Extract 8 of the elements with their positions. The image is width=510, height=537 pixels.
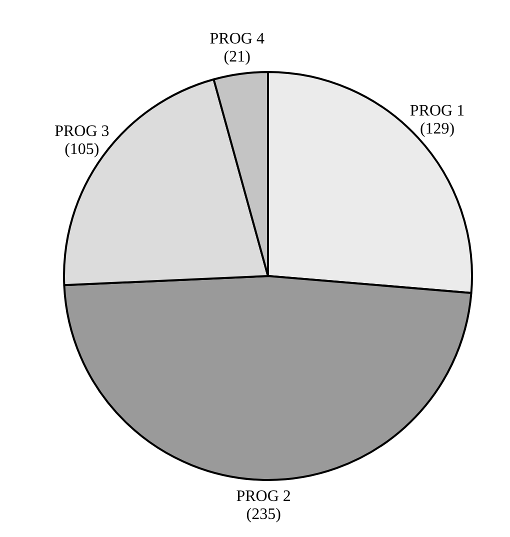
data-label: (129) (420, 120, 455, 138)
slice-label: PROG 2 (236, 488, 291, 506)
data-label: (235) (246, 506, 281, 524)
slice-label: PROG 3 (54, 123, 110, 140)
data-label: (21) (224, 48, 250, 66)
slice-label: PROG 1 (410, 102, 465, 120)
data-label: (105) (64, 141, 100, 158)
slice-label: PROG 4 (210, 30, 264, 48)
